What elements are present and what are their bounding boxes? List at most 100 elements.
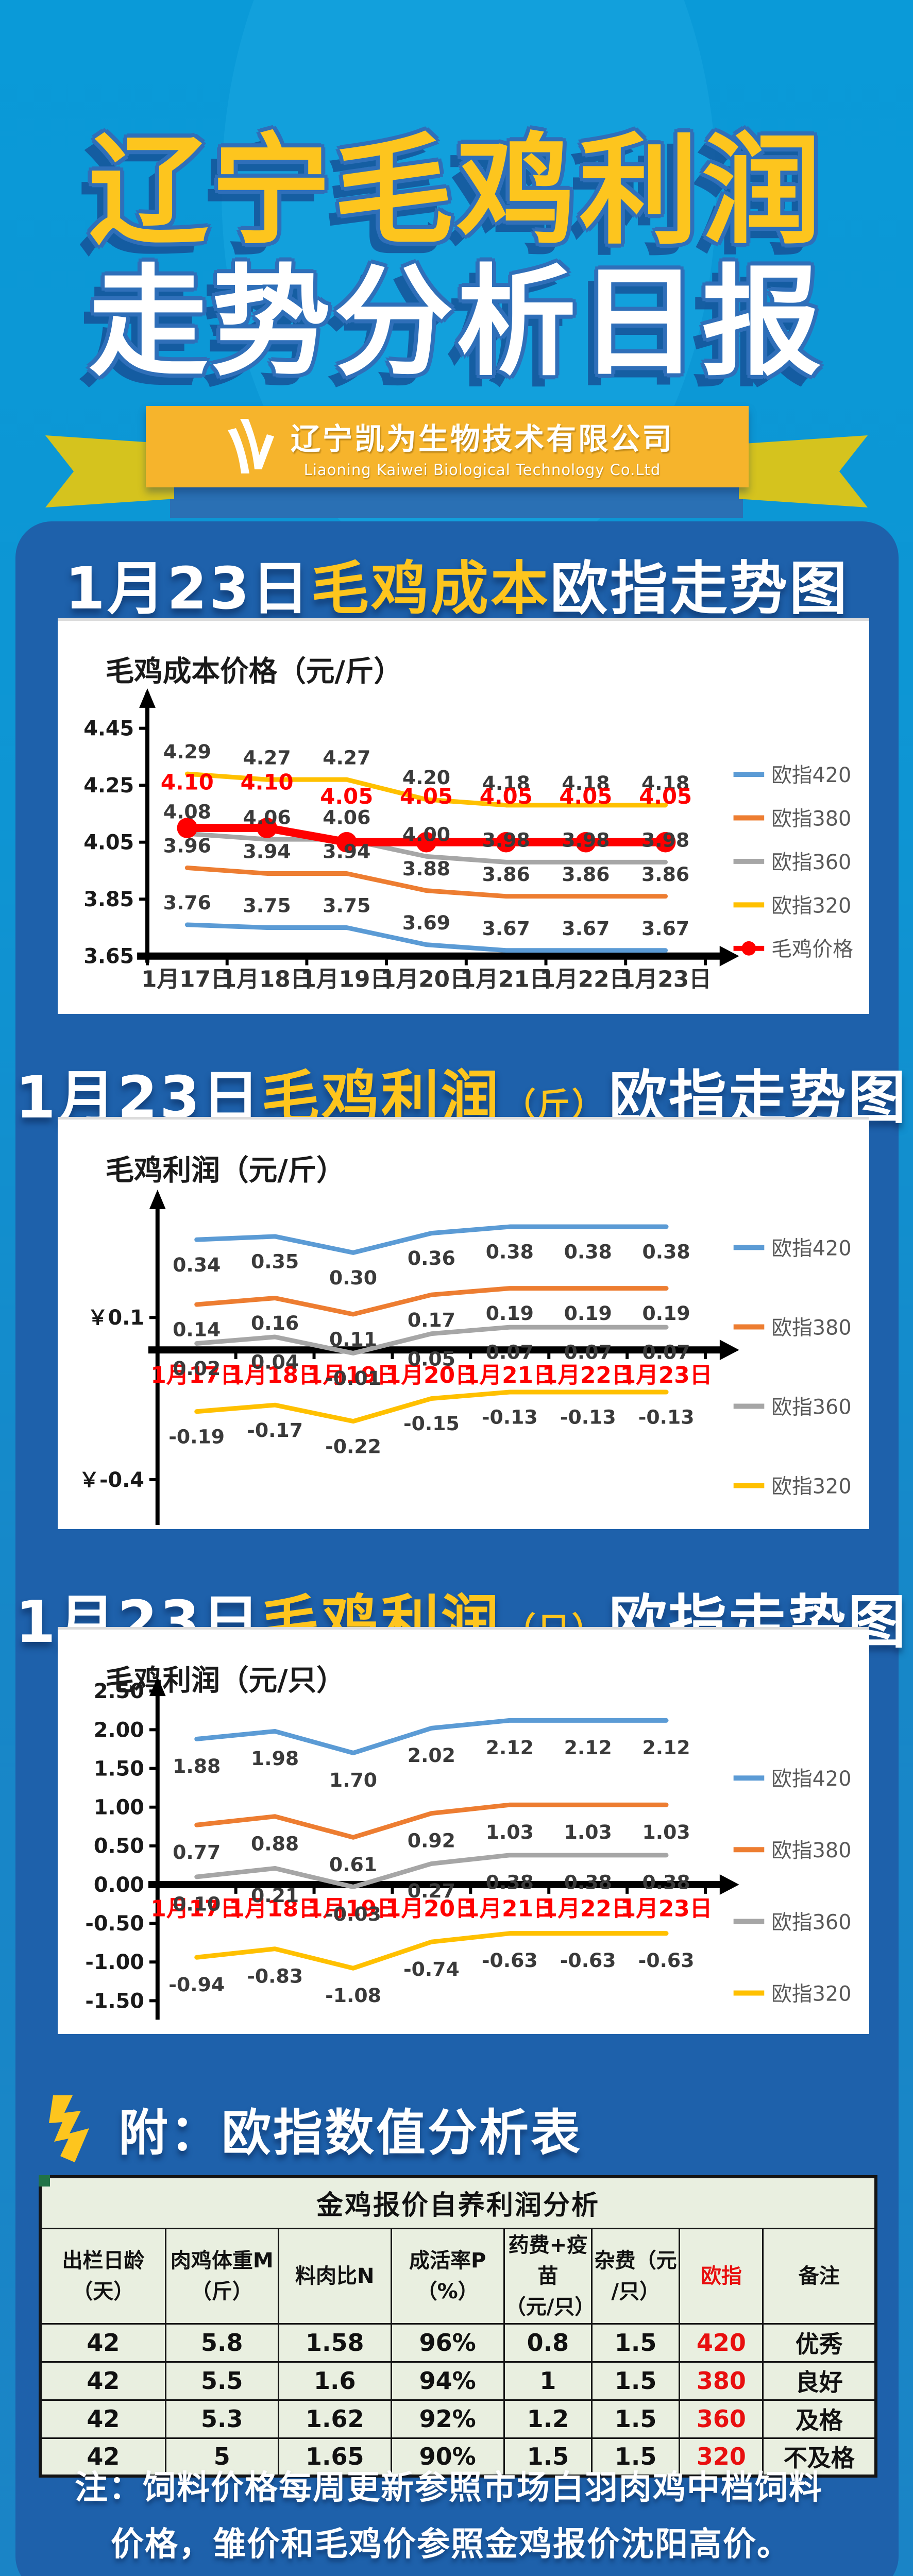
table-row: 42 5.8 1.58 96% 0.8 1.5 420 优秀 bbox=[39, 2323, 877, 2363]
data-label: -0.83 bbox=[247, 1964, 303, 1987]
data-label: 4.10 bbox=[161, 770, 214, 795]
legend-label: 欧指420 bbox=[771, 1767, 851, 1791]
data-label: 3.88 bbox=[402, 857, 450, 880]
table-cell: 90% bbox=[390, 2437, 505, 2477]
company-name-block: 辽宁凯为生物技术有限公司 Liaoning Kaiwei Biological … bbox=[291, 415, 674, 479]
heading-part: 1月23日 bbox=[65, 555, 311, 622]
x-tick-label: 1月22日 bbox=[542, 1362, 634, 1388]
table-cell: 1.58 bbox=[277, 2323, 392, 2363]
series-line bbox=[184, 831, 668, 865]
data-label: 0.02 bbox=[173, 1357, 221, 1380]
data-label: 4.18 bbox=[641, 772, 689, 794]
data-label: 4.05 bbox=[400, 784, 453, 809]
table-cell: 42 bbox=[39, 2323, 166, 2363]
chart-title: 毛鸡利润（元/斤） bbox=[105, 1154, 345, 1187]
table-cell: 420 bbox=[679, 2323, 764, 2363]
data-label: 0.04 bbox=[251, 1351, 299, 1374]
data-label: 1.88 bbox=[173, 1755, 221, 1777]
table-cell: 1.62 bbox=[277, 2399, 392, 2439]
table-header-cell: 肉鸡体重M （斤） bbox=[164, 2227, 279, 2325]
data-label: 3.86 bbox=[562, 863, 610, 886]
data-label: 0.07 bbox=[643, 1341, 690, 1364]
chart-title: 毛鸡利润（元/只） bbox=[105, 1664, 345, 1697]
data-label: -0.19 bbox=[168, 1425, 225, 1448]
data-label: 3.86 bbox=[641, 863, 689, 886]
data-label: 3.98 bbox=[482, 829, 530, 852]
ribbon-back bbox=[170, 482, 743, 518]
x-tick-label: 1月19日 bbox=[300, 966, 393, 992]
data-label: 0.19 bbox=[486, 1302, 534, 1325]
series-marker bbox=[177, 818, 198, 838]
x-tick-label: 1月22日 bbox=[542, 1896, 634, 1922]
data-label: 1.03 bbox=[642, 1821, 690, 1843]
x-axis-arrow bbox=[719, 1874, 739, 1895]
y-tick-label: 2.00 bbox=[94, 1718, 144, 1742]
x-tick-label: 1月20日 bbox=[385, 1362, 478, 1388]
x-axis-arrow bbox=[719, 1340, 739, 1361]
data-label: 0.05 bbox=[408, 1347, 455, 1370]
cost-chart: 毛鸡成本价格（元/斤） 4.45 4.25 4.05 3.85 3.65 1月17日1月18… bbox=[83, 655, 853, 992]
data-label: 0.38 bbox=[643, 1241, 690, 1263]
profit-per-jin-chart-panel: 毛鸡利润（元/斤） ￥0.1 ￥-0.4 1月17日 1月18日 1月19日 1月20日 1月… bbox=[58, 1117, 869, 1529]
data-label: 4.06 bbox=[243, 806, 291, 828]
x-tick-label: 1月22日 bbox=[540, 966, 632, 992]
x-tick-label: 1月19日 bbox=[307, 1896, 399, 1922]
profit-per-jin-chart: 毛鸡利润（元/斤）￥0.1￥-0.41月17日1月18日1月19日1月20日1月… bbox=[79, 1154, 852, 1526]
data-label: -0.63 bbox=[638, 1949, 695, 1972]
table-row: 42 5.5 1.6 94% 1 1.5 380 良好 bbox=[39, 2361, 877, 2401]
table-header-cell: 出栏日龄 （天） bbox=[39, 2227, 166, 2325]
x-tick-label: 1月18日 bbox=[229, 1362, 321, 1388]
data-label: 0.35 bbox=[251, 1250, 299, 1273]
data-label: 0.21 bbox=[251, 1884, 299, 1907]
data-label: 3.69 bbox=[402, 911, 450, 934]
excel-corner-artifact bbox=[39, 2175, 50, 2187]
y-tick-label: 0.00 bbox=[94, 1873, 144, 1897]
y-tick-label: 1.00 bbox=[94, 1796, 144, 1820]
table-cell: 94% bbox=[390, 2361, 505, 2401]
data-label: 1.03 bbox=[564, 1821, 612, 1843]
table-header-cell: 药费+疫苗 （元/只） bbox=[503, 2227, 595, 2325]
data-label: 1.03 bbox=[486, 1821, 534, 1843]
data-label: -0.03 bbox=[325, 1903, 381, 1925]
table-cell: 5.8 bbox=[164, 2323, 279, 2363]
y-tick-label: 0.50 bbox=[94, 1835, 144, 1858]
x-tick-label: 1月23日 bbox=[619, 966, 712, 992]
data-label: 0.38 bbox=[564, 1871, 612, 1893]
data-label: 3.75 bbox=[323, 894, 370, 917]
legend-label: 欧指380 bbox=[771, 807, 851, 831]
series-line bbox=[194, 1802, 669, 1840]
legend-label: 欧指360 bbox=[771, 1910, 851, 1934]
x-tick-label: 1月23日 bbox=[620, 1362, 713, 1388]
data-label: 4.18 bbox=[562, 772, 610, 794]
data-label: 0.30 bbox=[329, 1266, 377, 1289]
data-label: 4.05 bbox=[480, 784, 533, 809]
poster-title-line1: 辽宁毛鸡利润 bbox=[88, 122, 824, 261]
table-cell: 5.5 bbox=[164, 2361, 279, 2401]
x-tick-label: 1月21日 bbox=[464, 1362, 556, 1388]
section-heading-cost: 1月23日毛鸡成本欧指走势图 bbox=[15, 542, 899, 625]
table-cell: 5 bbox=[164, 2437, 279, 2477]
x-tick-label: 1月18日 bbox=[229, 1896, 321, 1922]
x-tick-label: 1月23日 bbox=[620, 1896, 713, 1922]
table-cell: 42 bbox=[39, 2399, 166, 2439]
table-cell: 42 bbox=[39, 2437, 166, 2477]
table-cell: 42 bbox=[39, 2361, 166, 2401]
data-label: 4.08 bbox=[163, 800, 211, 823]
series-marker bbox=[416, 832, 437, 853]
profit-per-bird-chart: 毛鸡利润（元/只）2.50 2.00 1.50 1.00 0.50 0.00 -0.50 -1… bbox=[85, 1664, 852, 2020]
series-line bbox=[194, 1931, 669, 1971]
data-label: 4.05 bbox=[639, 784, 692, 809]
data-label: 0.07 bbox=[564, 1341, 612, 1364]
heading-part: 欧指走势图 bbox=[550, 555, 849, 622]
table-cell: 1.5 bbox=[590, 2399, 681, 2439]
y-tick-label: -0.50 bbox=[85, 1912, 144, 1936]
data-label: 0.27 bbox=[408, 1879, 455, 1902]
data-label: 4.00 bbox=[402, 823, 450, 846]
series-marker bbox=[336, 832, 357, 853]
legend-label: 欧指360 bbox=[771, 851, 851, 874]
chart-title: 毛鸡成本价格（元/斤） bbox=[106, 655, 403, 688]
series-line bbox=[194, 1224, 669, 1255]
y-tick-label: ￥-0.4 bbox=[79, 1468, 144, 1492]
y-tick-label: ￥0.1 bbox=[88, 1306, 144, 1330]
